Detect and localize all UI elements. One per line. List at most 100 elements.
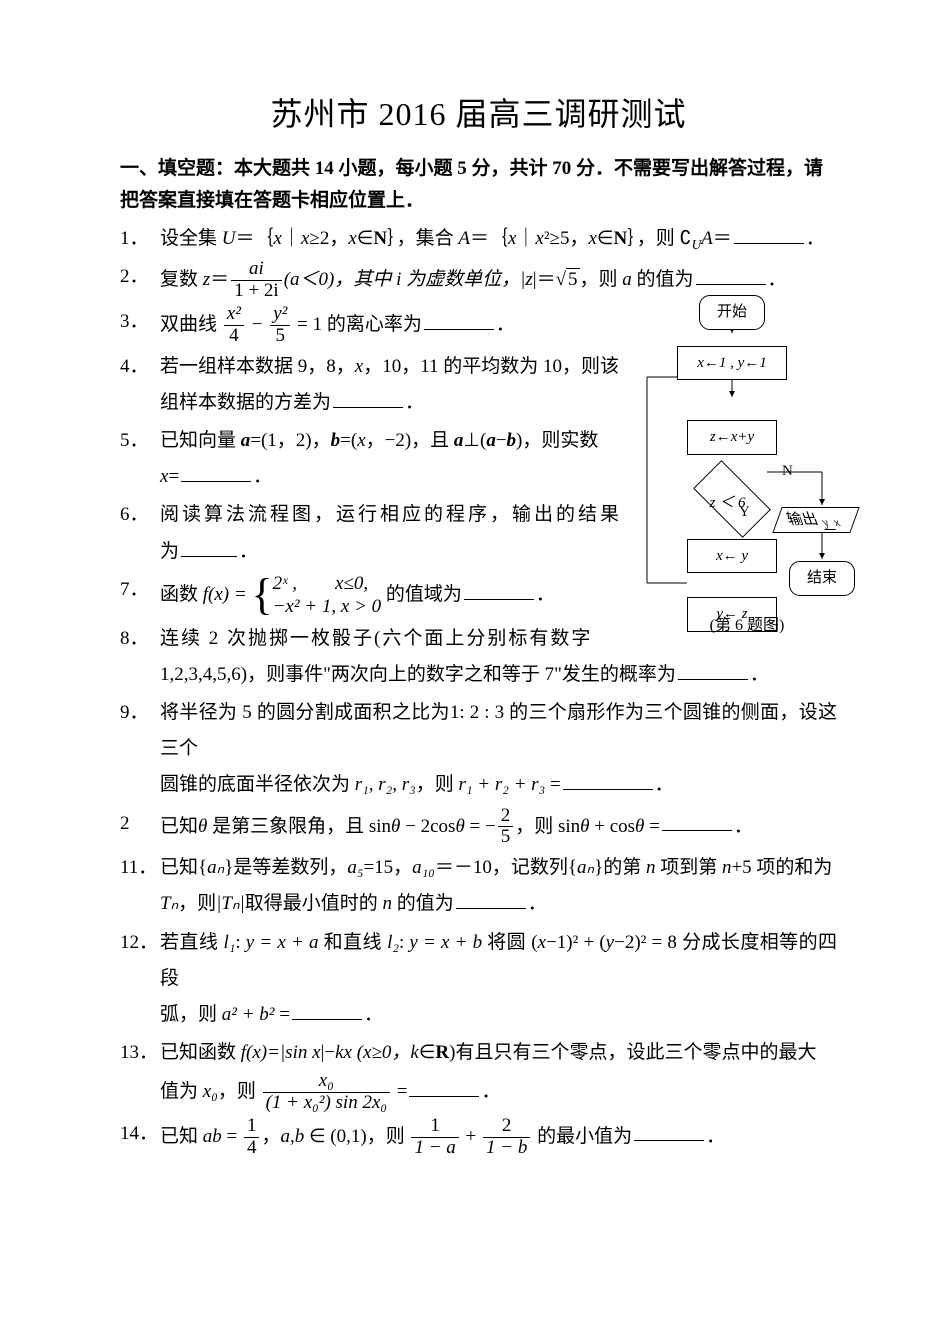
q2-num2: ai [231,259,282,281]
section-heading: 一、填空题：本大题共 14 小题，每小题 5 分，共计 70 分．不需要写出解答… [120,153,837,218]
q11-l1d: 项到第 [655,857,722,878]
q14-b: b [295,1125,305,1146]
q7-blank [464,581,534,600]
q11-l1b: }是等差数列， [224,857,347,878]
q10-num: 2 [120,806,160,849]
flow-output: 输出yx [772,507,859,533]
q12-x: x [538,932,546,953]
q14-n2: 1 [411,1116,458,1138]
q14-num: 14． [120,1116,160,1159]
q14-blank [634,1122,704,1141]
q9-num: 9． [120,695,160,803]
q1-A: A [458,228,470,249]
q3-f2: y²5 [270,304,290,347]
q1-blank [734,225,804,244]
q12-l1: l₁ [223,932,235,953]
q14-f2: 11 − a [411,1116,458,1159]
q4-blank [333,389,403,408]
q10-th5: θ [635,815,644,836]
flow-assign1: x← y [687,539,777,574]
q13-k: kx [335,1042,352,1063]
q6-num: 6． [120,497,160,569]
q14-ab: ab [203,1125,222,1146]
q11-e10: ＝－10，记数列{ [435,857,577,878]
q13-bar: |− [321,1042,336,1063]
q5-eq: = [168,466,179,487]
q14-t: 已知 [160,1125,203,1146]
q11-a10: a₁₀ [412,857,435,878]
q2-bar: |＝ [533,269,556,290]
q12-y1: y = x + a [246,932,319,953]
q1-num: 1． [120,221,160,257]
q7-px: (x) = [208,584,251,605]
q2-t: 复数 [160,269,203,290]
flow-init: x←1 , y←1 [677,346,787,381]
q14-eq: = [222,1125,242,1146]
q3-t: 双曲线 [160,314,222,335]
flow-end: 结束 [789,561,855,596]
q1-x6: x [588,228,596,249]
flowchart: 开始 x←1 , y←1 z←x+y z ＜ 6 N Y x← y y← z 输… [627,295,857,632]
q14-n1: 1 [244,1116,260,1138]
q10-t: 已知 [160,815,198,836]
q12-ab: a² + b² [222,1004,275,1025]
q1-e2: ＝｛ [470,228,508,249]
q12-l1b: 和直线 [318,932,387,953]
q5-t: 已知向量 [160,430,241,451]
q4-l2: 组样本数据的方差为 [160,392,331,413]
q10-text: 已知θ 是第三象限角，且 sinθ − 2cosθ = −25，则 sinθ +… [160,806,837,849]
q3-n2: y² [270,304,290,326]
q11-an: aₙ [207,857,224,878]
q13-f2: x₀(1 + x₀²) sin 2x₀ [263,1071,390,1114]
q7-rows: 2ˣ , x≤0,−x² + 1, x > 0 [273,572,382,620]
q4-l1b: ，10，11 的平均数为 10，则该 [363,356,619,377]
q7-t: 函数 [160,584,203,605]
q2-z2: z [525,269,532,290]
q2-a: a [622,269,632,290]
q14-text: 已知 ab = 14，a,b ∈ (0,1)，则 11 − a + 21 − b… [160,1116,837,1159]
q10-m2: − 2cos [400,815,455,836]
q11-num: 11． [120,850,160,922]
q1-m2: ｜ [516,228,535,249]
q5-m: − [496,430,507,451]
q13-num2: x₀ [263,1071,390,1093]
q13-x: x [312,1042,320,1063]
q14-d3: 1 − b [483,1138,530,1159]
q13-k2: k [410,1042,418,1063]
q1-in: ∈ [357,228,374,249]
q2-rt: 5 [566,268,580,290]
q9-eq: = [545,774,560,795]
q10-tail: ，则 sin [515,815,580,836]
q9-l2a: 圆锥的底面半径依次为 [160,774,355,795]
q5-num: 5． [120,423,160,495]
q3-d2: 5 [270,326,290,347]
q8-l2: 1,2,3,4,5,6)，则事件"两次向上的数字之和等于 7"发生的概率为 [160,664,676,685]
q14-f3: 21 − b [483,1116,530,1159]
q1-x5: x [535,228,543,249]
q11-nI2: n [383,893,393,914]
q1-N2: N [613,228,627,249]
q3-n1: x² [224,304,244,326]
q12-text: 若直线 l₁: y = x + a 和直线 l₂: y = x + b 将圆 (… [160,925,837,1033]
question-10: 2 已知θ 是第三象限角，且 sinθ − 2cosθ = −25，则 sinθ… [120,806,837,849]
q3-f1: x²4 [224,304,244,347]
flow-Y-label: Y [739,498,750,527]
q10-d: 5 [498,827,514,848]
q2-par: (a＜0)，其中 i 为虚数单位，| [284,269,526,290]
question-12: 12． 若直线 l₁: y = x + a 和直线 l₂: y = x + b … [120,925,837,1033]
q11-l2c: 取得最小值时的 [245,893,383,914]
flow-caption: (第 6 题图) [687,611,807,641]
q14-f1: 14 [244,1116,260,1159]
q7-brace: { [251,573,272,617]
q5-b2: b [507,430,517,451]
q3-blank [424,311,494,330]
q14-d1: 4 [244,1138,260,1159]
q3-end: 的离心率为 [322,314,422,335]
q7-num: 7． [120,572,160,620]
q12-l1c: 将圆 ( [482,932,538,953]
q2-frac: ai1 + 2i [231,259,282,302]
q4-l1: 若一组样本数据 9，8， [160,356,355,377]
q10-eq: = − [465,815,496,836]
q13-l1a: 已知函数 [160,1042,241,1063]
q9-blank [563,771,653,790]
